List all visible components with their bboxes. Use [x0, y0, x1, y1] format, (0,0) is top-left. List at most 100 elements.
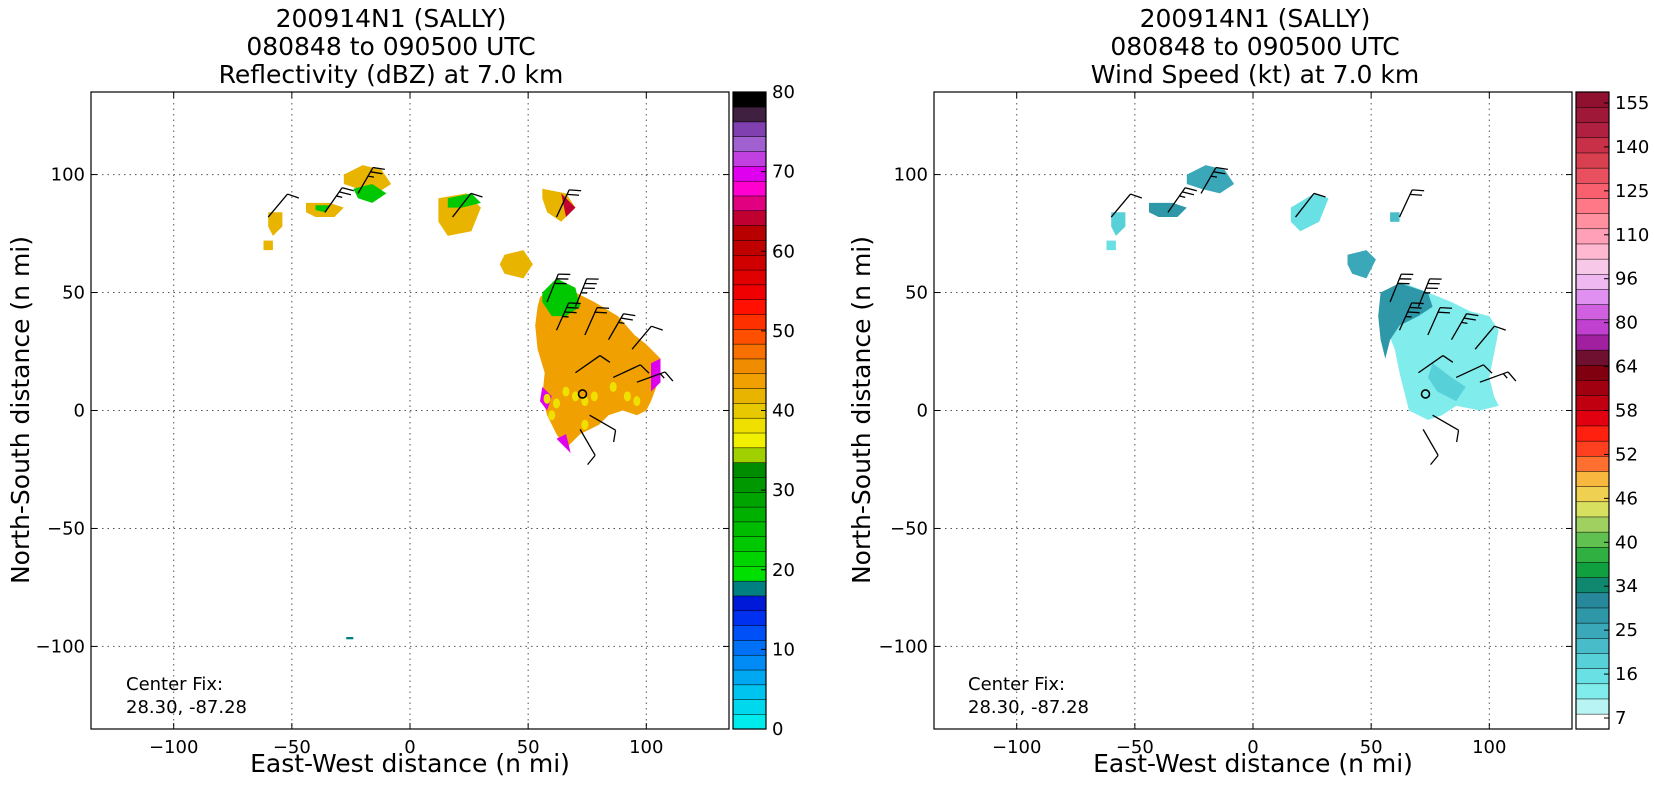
y-tick-label: −50 — [890, 518, 928, 539]
colorbar-swatch — [733, 581, 766, 596]
colorbar-swatch — [733, 92, 766, 107]
colorbar-tick-label: 110 — [1615, 225, 1649, 246]
colorbar-swatch — [733, 240, 766, 255]
colorbar-swatch — [1576, 471, 1609, 486]
colorbar-swatch — [1576, 380, 1609, 395]
colorbar-swatch — [733, 551, 766, 566]
colorbar-swatch — [1576, 395, 1609, 410]
colorbar-swatch — [733, 373, 766, 388]
high-echo-cell — [610, 382, 617, 392]
colorbar-swatch — [1576, 168, 1609, 183]
colorbar-tick-label: 10 — [772, 639, 795, 660]
high-echo-cell — [633, 396, 640, 406]
colorbar-swatch — [1576, 198, 1609, 213]
colorbar-swatch — [1576, 547, 1609, 562]
y-tick-label: −100 — [36, 636, 85, 657]
colorbar-swatch — [733, 492, 766, 507]
colorbar-tick-label: 7 — [1615, 708, 1626, 729]
chart-title-line-2: 080848 to 090500 UTC — [246, 32, 535, 61]
colorbar-swatch — [1576, 562, 1609, 577]
high-echo-cell — [553, 398, 560, 408]
x-axis-label: East-West distance (n mi) — [1093, 749, 1413, 778]
colorbar-swatch — [733, 625, 766, 640]
colorbar-swatch — [733, 181, 766, 196]
x-tick-label: 100 — [629, 737, 663, 758]
colorbar-tick-label: 25 — [1615, 620, 1638, 641]
high-echo-cell — [591, 391, 598, 401]
colorbar-swatch — [733, 418, 766, 433]
center-fix-label: Center Fix: — [126, 674, 223, 695]
data-region — [1390, 212, 1399, 222]
colorbar-swatch — [733, 314, 766, 329]
colorbar-swatch — [733, 211, 766, 226]
colorbar-swatch — [733, 151, 766, 166]
colorbar-swatch — [733, 462, 766, 477]
colorbar-tick-label: 80 — [1615, 313, 1638, 334]
data-region — [1111, 212, 1125, 236]
y-tick-label: 50 — [62, 283, 85, 304]
colorbar-swatch — [733, 299, 766, 314]
colorbar-swatch — [1576, 486, 1609, 501]
colorbar-swatch — [733, 359, 766, 374]
chart-title-line-1: 200914N1 (SALLY) — [276, 4, 507, 33]
colorbar-tick-label: 96 — [1615, 269, 1638, 290]
colorbar-swatch — [733, 166, 766, 181]
colorbar-tick-label: 40 — [1615, 532, 1638, 553]
colorbar-tick-label: 125 — [1615, 181, 1649, 202]
high-echo-cell — [624, 391, 631, 401]
colorbar-swatch — [1576, 517, 1609, 532]
y-tick-label: 0 — [74, 401, 85, 422]
colorbar-swatch — [1576, 304, 1609, 319]
chart-title-line-2: 080848 to 090500 UTC — [1110, 32, 1399, 61]
colorbar-swatch — [1576, 638, 1609, 653]
y-axis-label: North-South distance (n mi) — [6, 236, 35, 584]
panel-reflectivity: 200914N1 (SALLY) 080848 to 090500 UTC Re… — [6, 4, 795, 778]
colorbar-swatch — [733, 610, 766, 625]
colorbar-swatch — [733, 433, 766, 448]
colorbar-tick-label: 40 — [772, 401, 795, 422]
colorbar-swatch — [1576, 213, 1609, 228]
wind-barb — [1433, 415, 1459, 442]
center-fix-label: Center Fix: — [968, 674, 1065, 695]
colorbar-swatch — [733, 270, 766, 285]
colorbar-tick-label: 30 — [772, 480, 795, 501]
colorbar-swatch — [733, 388, 766, 403]
colorbar-swatch — [1576, 699, 1609, 714]
y-tick-label: 0 — [917, 401, 928, 422]
colorbar-swatch — [1576, 593, 1609, 608]
colorbar-swatch — [733, 196, 766, 211]
colorbar-tick-label: 80 — [772, 82, 795, 103]
colorbar-tick-label: 16 — [1615, 664, 1638, 685]
y-tick-label: −100 — [879, 636, 928, 657]
colorbar-swatch — [733, 566, 766, 581]
high-echo-cell — [581, 420, 588, 430]
colorbar-swatch — [1576, 350, 1609, 365]
x-tick-label: 100 — [1472, 737, 1506, 758]
colorbar-swatch — [1576, 320, 1609, 335]
chart-title-line-3: Reflectivity (dBZ) at 7.0 km — [219, 60, 564, 89]
colorbar-swatch — [1576, 532, 1609, 547]
x-axis-label: East-West distance (n mi) — [250, 749, 570, 778]
data-region — [1149, 203, 1187, 217]
colorbar-swatch — [1576, 122, 1609, 137]
panel-wind-speed: 200914N1 (SALLY) 080848 to 090500 UTC Wi… — [847, 4, 1649, 778]
colorbar-tick-label: 46 — [1615, 488, 1638, 509]
wind-barb — [1400, 190, 1425, 217]
center-fix-value: 28.30, -87.28 — [968, 697, 1089, 718]
x-tick-label: −100 — [149, 737, 198, 758]
colorbar-swatch — [1576, 289, 1609, 304]
colorbar-tick-label: 140 — [1615, 137, 1649, 158]
colorbar-swatch — [733, 136, 766, 151]
colorbar-swatch — [1576, 365, 1609, 380]
colorbar-swatch — [1576, 502, 1609, 517]
colorbar-swatch — [1576, 608, 1609, 623]
colorbar-swatch — [1576, 426, 1609, 441]
colorbar-swatch — [1576, 138, 1609, 153]
colorbar-swatch — [1576, 653, 1609, 668]
y-tick-label: 100 — [894, 165, 928, 186]
colorbar-swatch — [1576, 577, 1609, 592]
colorbar-swatch — [733, 522, 766, 537]
colorbar-tick-label: 58 — [1615, 401, 1638, 422]
colorbar-swatch — [1576, 229, 1609, 244]
